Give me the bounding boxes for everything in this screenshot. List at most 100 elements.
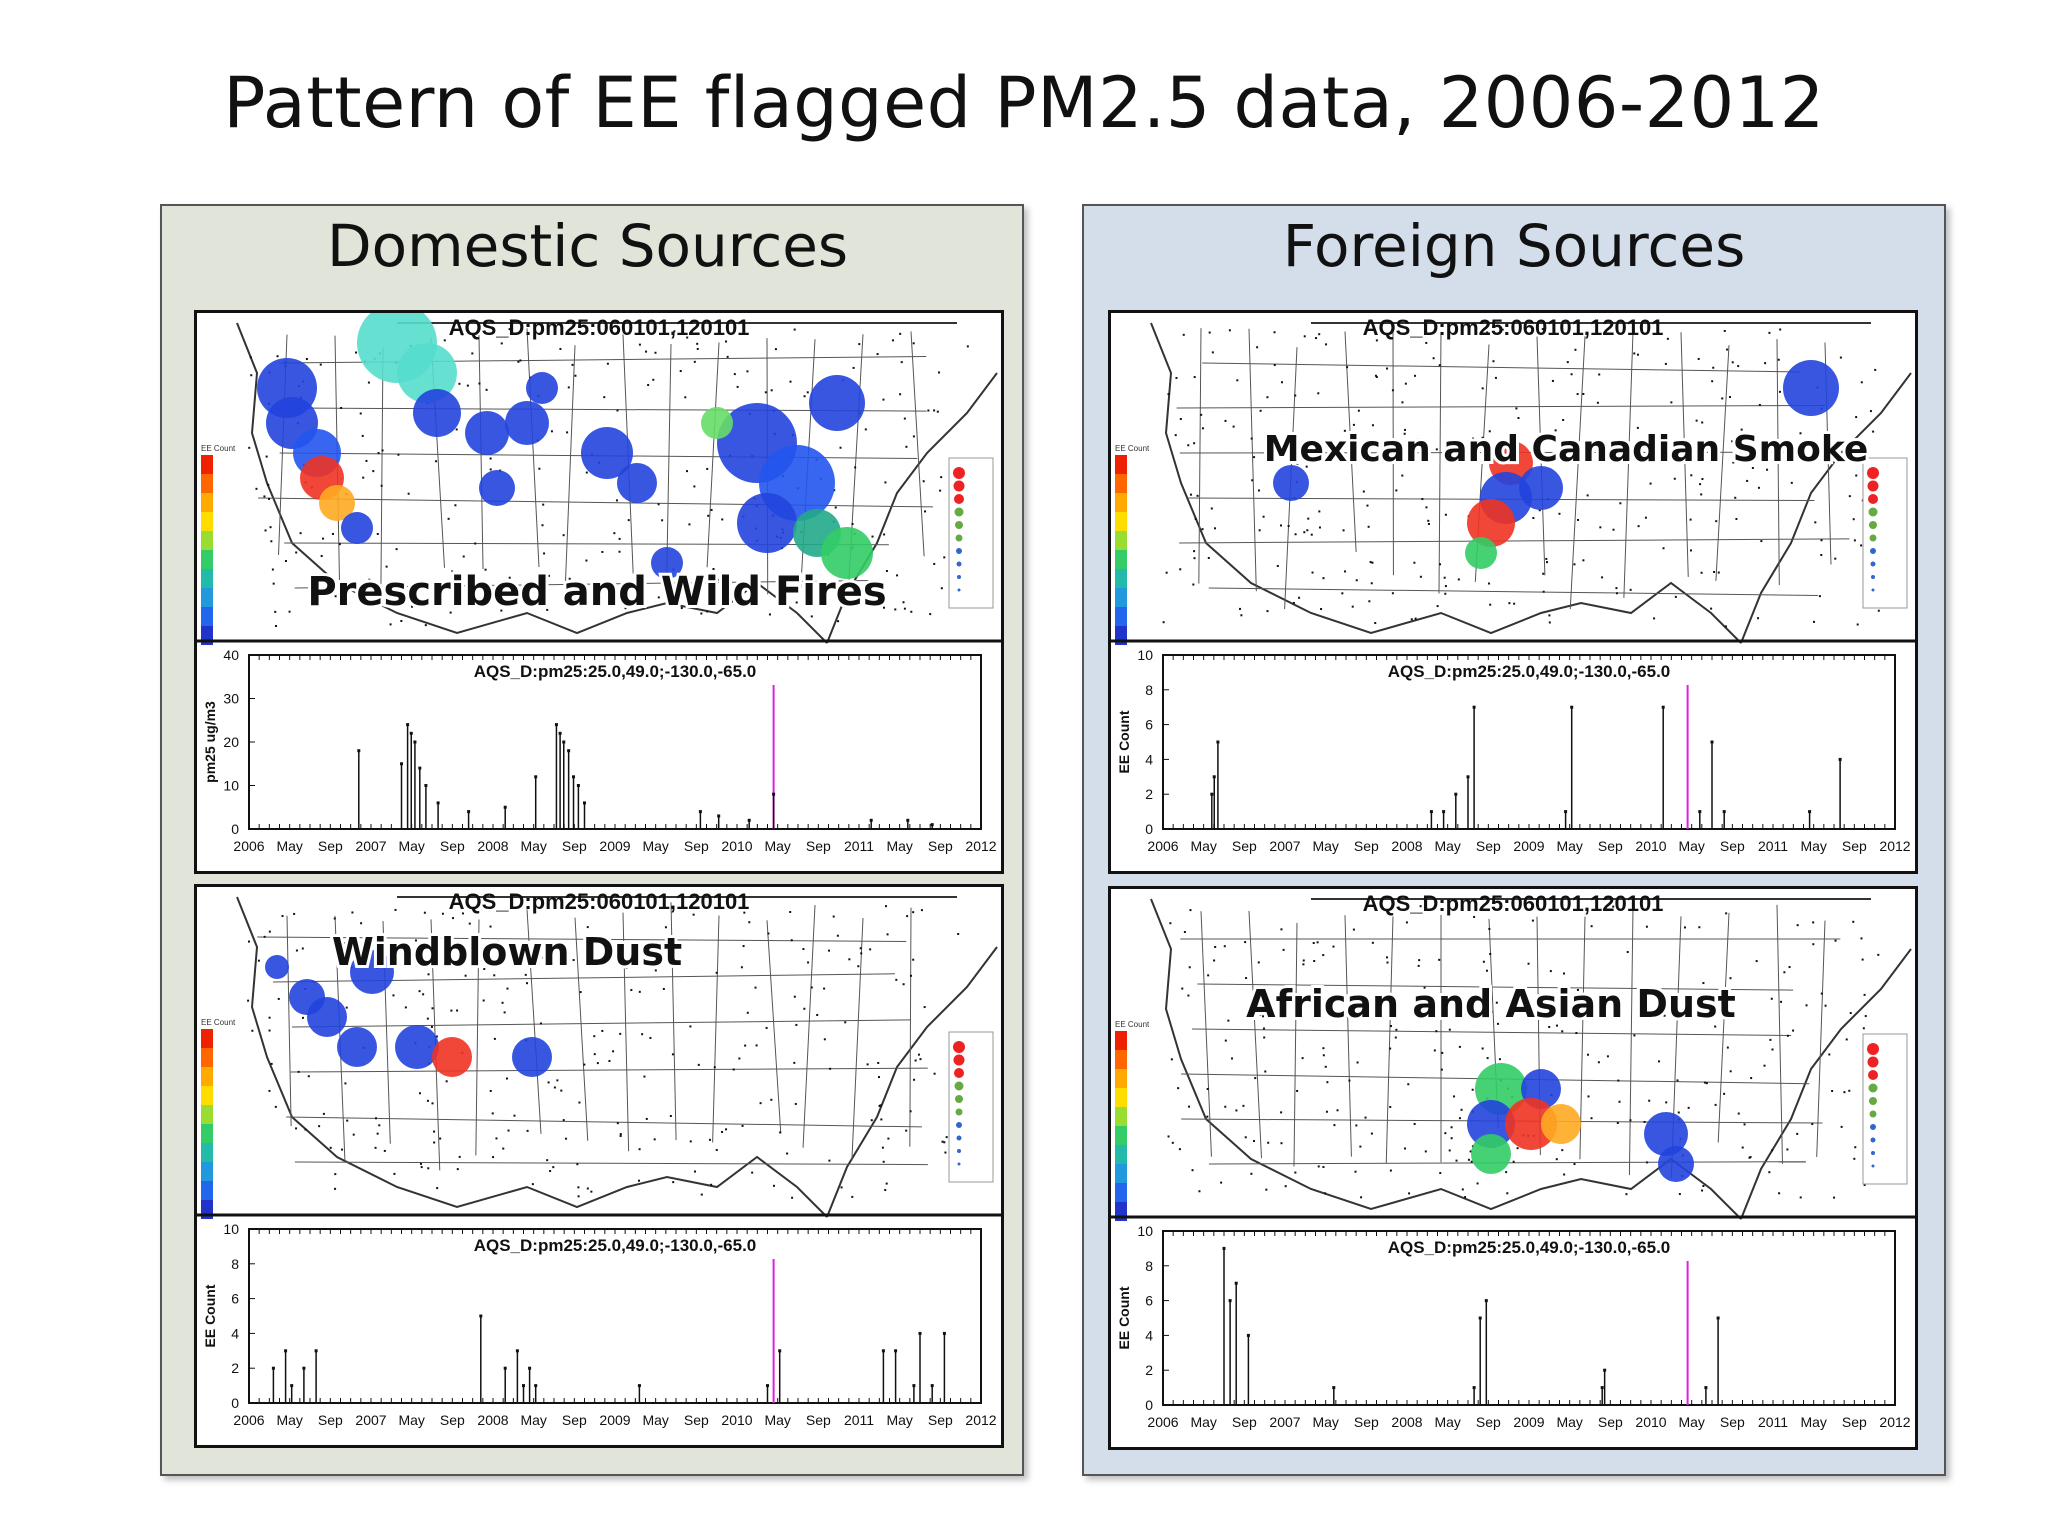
time-series-title: AQS_D:pm25:25.0,49.0;-130.0,-65.0 [1388, 1238, 1671, 1257]
monitor-site [1165, 571, 1168, 574]
monitor-site [1181, 987, 1184, 990]
x-tick-label: 2010 [1635, 1414, 1666, 1430]
color-scale-bin [1115, 1126, 1127, 1145]
monitor-site [1856, 623, 1859, 626]
monitor-site [263, 935, 266, 938]
monitor-site [1444, 1132, 1447, 1135]
monitor-site [377, 452, 380, 455]
monitor-site [1749, 1156, 1752, 1159]
monitor-site [603, 396, 606, 399]
data-point [1228, 1299, 1232, 1303]
monitor-site [1389, 1169, 1392, 1172]
monitor-site [1714, 1103, 1717, 1106]
monitor-site [938, 371, 941, 374]
monitor-site [1712, 366, 1715, 369]
monitor-site [638, 343, 641, 346]
monitor-site [1874, 368, 1877, 371]
monitor-site [1244, 941, 1247, 944]
monitor-site [426, 1017, 429, 1020]
y-tick-label: 8 [1145, 682, 1153, 698]
monitor-site [1336, 1109, 1339, 1112]
monitor-site [767, 932, 770, 935]
monitor-site [284, 559, 287, 562]
monitor-site [537, 962, 540, 965]
monitor-site [1481, 436, 1484, 439]
monitor-site [301, 947, 304, 950]
x-tick-label: 2012 [965, 1412, 996, 1428]
data-point [1603, 1368, 1607, 1372]
monitor-site [1673, 1001, 1676, 1004]
monitor-site [1355, 1124, 1358, 1127]
monitor-site [1582, 392, 1585, 395]
monitor-site [248, 940, 250, 943]
monitor-site [517, 360, 520, 363]
monitor-site [1763, 1064, 1766, 1067]
monitor-site [250, 374, 253, 377]
state-border [1293, 922, 1298, 1167]
monitor-site [1469, 461, 1472, 464]
monitor-site [1389, 1025, 1392, 1028]
monitor-site [1575, 1032, 1578, 1035]
monitor-site [743, 911, 746, 914]
monitor-site [1741, 1146, 1744, 1149]
monitor-site [1253, 1140, 1256, 1143]
monitor-site [653, 1138, 656, 1141]
monitor-site [854, 466, 857, 469]
monitor-site [1179, 418, 1182, 421]
monitor-site [1689, 518, 1692, 521]
monitor-site [1370, 1132, 1373, 1135]
monitor-site [1253, 456, 1256, 459]
monitor-site [1476, 442, 1479, 445]
data-point [1564, 810, 1568, 814]
time-series-title: AQS_D:pm25:25.0,49.0;-130.0,-65.0 [474, 662, 757, 681]
monitor-site [1367, 525, 1370, 528]
monitor-site [881, 1146, 884, 1149]
monitor-site [1548, 1025, 1551, 1028]
x-tick-label: Sep [1354, 1414, 1379, 1430]
monitor-site [1601, 576, 1604, 579]
monitor-site [700, 612, 703, 615]
monitor-site [829, 1067, 832, 1070]
data-point [1429, 810, 1433, 814]
y-tick-label: 10 [1137, 1223, 1153, 1239]
monitor-site [945, 1136, 948, 1139]
monitor-site [1391, 592, 1394, 595]
monitor-site [513, 1114, 516, 1117]
monitor-site [368, 578, 371, 581]
state-border [284, 542, 889, 546]
monitor-site [1840, 1125, 1843, 1128]
monitor-site [1700, 493, 1703, 496]
monitor-site [447, 965, 450, 968]
monitor-site [664, 926, 667, 929]
monitor-site [1224, 1105, 1227, 1108]
monitor-site [811, 573, 814, 576]
legend-marker [955, 534, 963, 542]
monitor-site [268, 497, 271, 500]
ee-hotspot [737, 493, 797, 553]
monitor-site [789, 910, 792, 913]
monitor-site [619, 1032, 622, 1035]
monitor-site [1796, 924, 1799, 927]
monitor-site [1436, 605, 1439, 608]
monitor-site [1262, 515, 1265, 518]
event-type-label: African and Asian Dust [1246, 982, 1736, 1026]
monitor-site [455, 428, 458, 431]
monitor-site [1648, 1099, 1651, 1102]
data-point [747, 818, 751, 822]
monitor-site [345, 1006, 348, 1009]
monitor-site [1394, 1036, 1397, 1039]
monitor-site [552, 1166, 555, 1169]
monitor-site [906, 915, 909, 918]
monitor-site [1310, 533, 1313, 536]
monitor-site [1441, 1051, 1444, 1054]
legend-marker [1867, 467, 1879, 479]
monitor-site [943, 556, 946, 559]
monitor-site [361, 434, 364, 437]
ee-hotspot [505, 401, 549, 445]
monitor-site [443, 339, 446, 342]
monitor-site [1187, 444, 1190, 447]
monitor-site [1482, 960, 1485, 963]
monitor-site [1714, 1025, 1717, 1028]
data-point [1808, 810, 1812, 814]
monitor-site [848, 958, 851, 961]
